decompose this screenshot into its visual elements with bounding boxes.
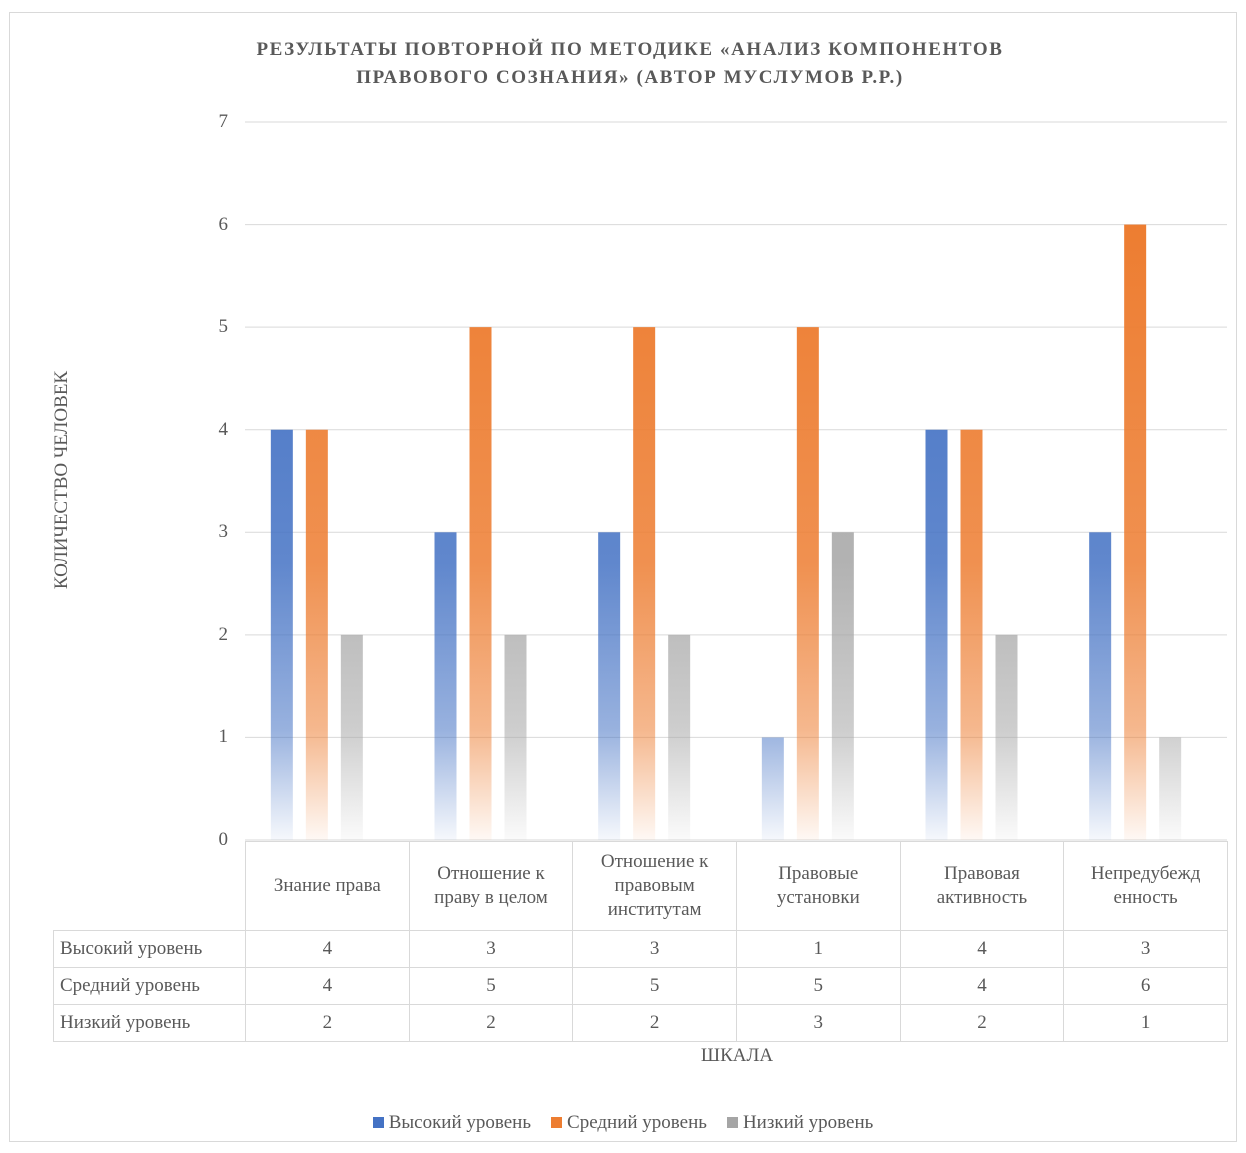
category-label-5-line-0: Непредубежд (1090, 863, 1201, 884)
category-label-0: Знание права (245, 841, 410, 931)
legend-swatch-2 (726, 1117, 738, 1128)
category-label-1-line-1: праву в целом (434, 887, 548, 908)
bar-series-0-cat-5 (1089, 532, 1112, 840)
y-tick-label-6: 6 (218, 213, 229, 235)
bar-series-0-cat-2 (598, 532, 621, 840)
category-label-2-line-1: правовым (614, 875, 695, 896)
legend-item-0: Высокий уровень (372, 1112, 532, 1134)
bar-series-1-cat-1 (469, 327, 492, 841)
category-label-4-line-1: активность (936, 887, 1028, 908)
data-table-value-0-3: 1 (735, 930, 901, 968)
data-table-value-1-4: 4 (899, 967, 1065, 1005)
bar-series-0-cat-0 (270, 429, 293, 840)
data-table: Знание права Отношение к праву в целом Отно… (53, 841, 1228, 1042)
bar-series-0-cat-1 (434, 532, 457, 840)
bar-series-1-cat-2 (633, 327, 656, 841)
y-tick-label-5: 5 (218, 316, 229, 338)
data-table-value-0-1: 3 (408, 930, 574, 968)
bar-series-1-cat-3 (796, 327, 819, 841)
data-table-value-1-3: 5 (735, 967, 901, 1005)
category-label-2-line-0: Отношение к (600, 851, 709, 872)
data-table-value-1-2: 5 (572, 967, 737, 1005)
category-label-0-line-0: Знание права (273, 875, 381, 896)
y-tick-label-2: 2 (218, 623, 229, 645)
legend-label-0: Высокий уровень (388, 1112, 532, 1133)
data-table-value-2-0: 2 (245, 1004, 410, 1042)
legend-item-1: Средний уровень (551, 1112, 707, 1134)
data-table-corner (53, 841, 246, 931)
bar-series-1-cat-0 (305, 429, 328, 840)
bar-series-0-cat-3 (761, 737, 784, 840)
x-axis-label: ШКАЛА (700, 1045, 774, 1066)
data-table-value-0-4: 4 (899, 930, 1065, 968)
category-label-3-line-0: Правовые (778, 863, 859, 884)
category-label-5-line-1: енность (1113, 887, 1178, 908)
chart-title: РЕЗУЛЬТАТЫ ПОВТОРНОЙ ПО МЕТОДИКЕ «АНАЛИЗ… (130, 36, 1130, 92)
data-table-row-2: Низкий уровень 2 2 2 3 2 1 (53, 1004, 1228, 1042)
data-table-row-label-1: Средний уровень (53, 967, 246, 1005)
category-label-5: Непредубежд енность (1063, 841, 1228, 931)
chart-title-line-1: РЕЗУЛЬТАТЫ ПОВТОРНОЙ ПО МЕТОДИКЕ «АНАЛИЗ… (256, 39, 1004, 60)
y-tick-label-3: 3 (218, 521, 229, 543)
y-tick-label-1: 1 (218, 726, 229, 748)
data-table-row-label-0: Высокий уровень (53, 930, 246, 968)
bar-series-1-cat-5 (1124, 224, 1147, 841)
data-table-row-label-2: Низкий уровень (53, 1004, 246, 1042)
data-table-value-0-0: 4 (245, 930, 410, 968)
data-table-value-2-5: 1 (1063, 1004, 1228, 1042)
chart-legend: Высокий уровень Средний уровень Низкий уро… (0, 1112, 1246, 1134)
chart-frame (9, 12, 1237, 1142)
legend-swatch-0 (372, 1117, 384, 1128)
category-label-3: Правовые установки (735, 841, 901, 931)
legend-label-1: Средний уровень (567, 1112, 707, 1133)
data-table-value-1-0: 4 (245, 967, 410, 1005)
data-table-value-0-5: 3 (1063, 930, 1228, 968)
bar-series-2-cat-0 (340, 634, 363, 840)
chart-title-line-2: ПРАВОВОГО СОЗНАНИЯ» (АВТОР МУСЛУМОВ Р.Р.… (356, 67, 904, 88)
data-table-row-1: Средний уровень 4 5 5 5 4 6 (53, 967, 1228, 1005)
legend-item-2: Низкий уровень (726, 1112, 874, 1134)
bar-series-1-cat-4 (960, 429, 983, 840)
data-table-value-1-5: 6 (1063, 967, 1228, 1005)
category-label-1-line-0: Отношение к (437, 863, 545, 884)
data-table-value-2-2: 2 (572, 1004, 737, 1042)
y-tick-label-7: 7 (218, 111, 229, 132)
bar-series-2-cat-1 (504, 634, 527, 840)
bar-series-2-cat-2 (668, 634, 691, 840)
bar-series-2-cat-4 (995, 634, 1018, 840)
category-label-4: Правовая активность (899, 841, 1065, 931)
category-label-1: Отношение к праву в целом (408, 841, 574, 931)
data-table-value-0-2: 3 (572, 930, 737, 968)
bar-series-0-cat-4 (925, 429, 948, 840)
y-tick-label-0: 0 (218, 829, 229, 850)
bar-series-2-cat-3 (831, 532, 854, 840)
category-label-3-line-1: установки (776, 887, 860, 908)
legend-label-2: Низкий уровень (742, 1112, 874, 1133)
category-label-4-line-0: Правовая (944, 863, 1020, 884)
data-table-value-2-1: 2 (408, 1004, 574, 1042)
bar-series-2-cat-5 (1159, 737, 1182, 840)
data-table-row-0: Высокий уровень 4 3 3 1 4 3 (53, 930, 1228, 968)
data-table-value-1-1: 5 (408, 967, 574, 1005)
data-table-value-2-3: 3 (735, 1004, 901, 1042)
category-label-2-line-2: институтам (607, 899, 702, 920)
category-label-2: Отношение к правовым институтам (572, 841, 737, 931)
y-tick-label-4: 4 (218, 418, 229, 440)
data-table-value-2-4: 2 (899, 1004, 1065, 1042)
legend-swatch-1 (551, 1117, 563, 1128)
